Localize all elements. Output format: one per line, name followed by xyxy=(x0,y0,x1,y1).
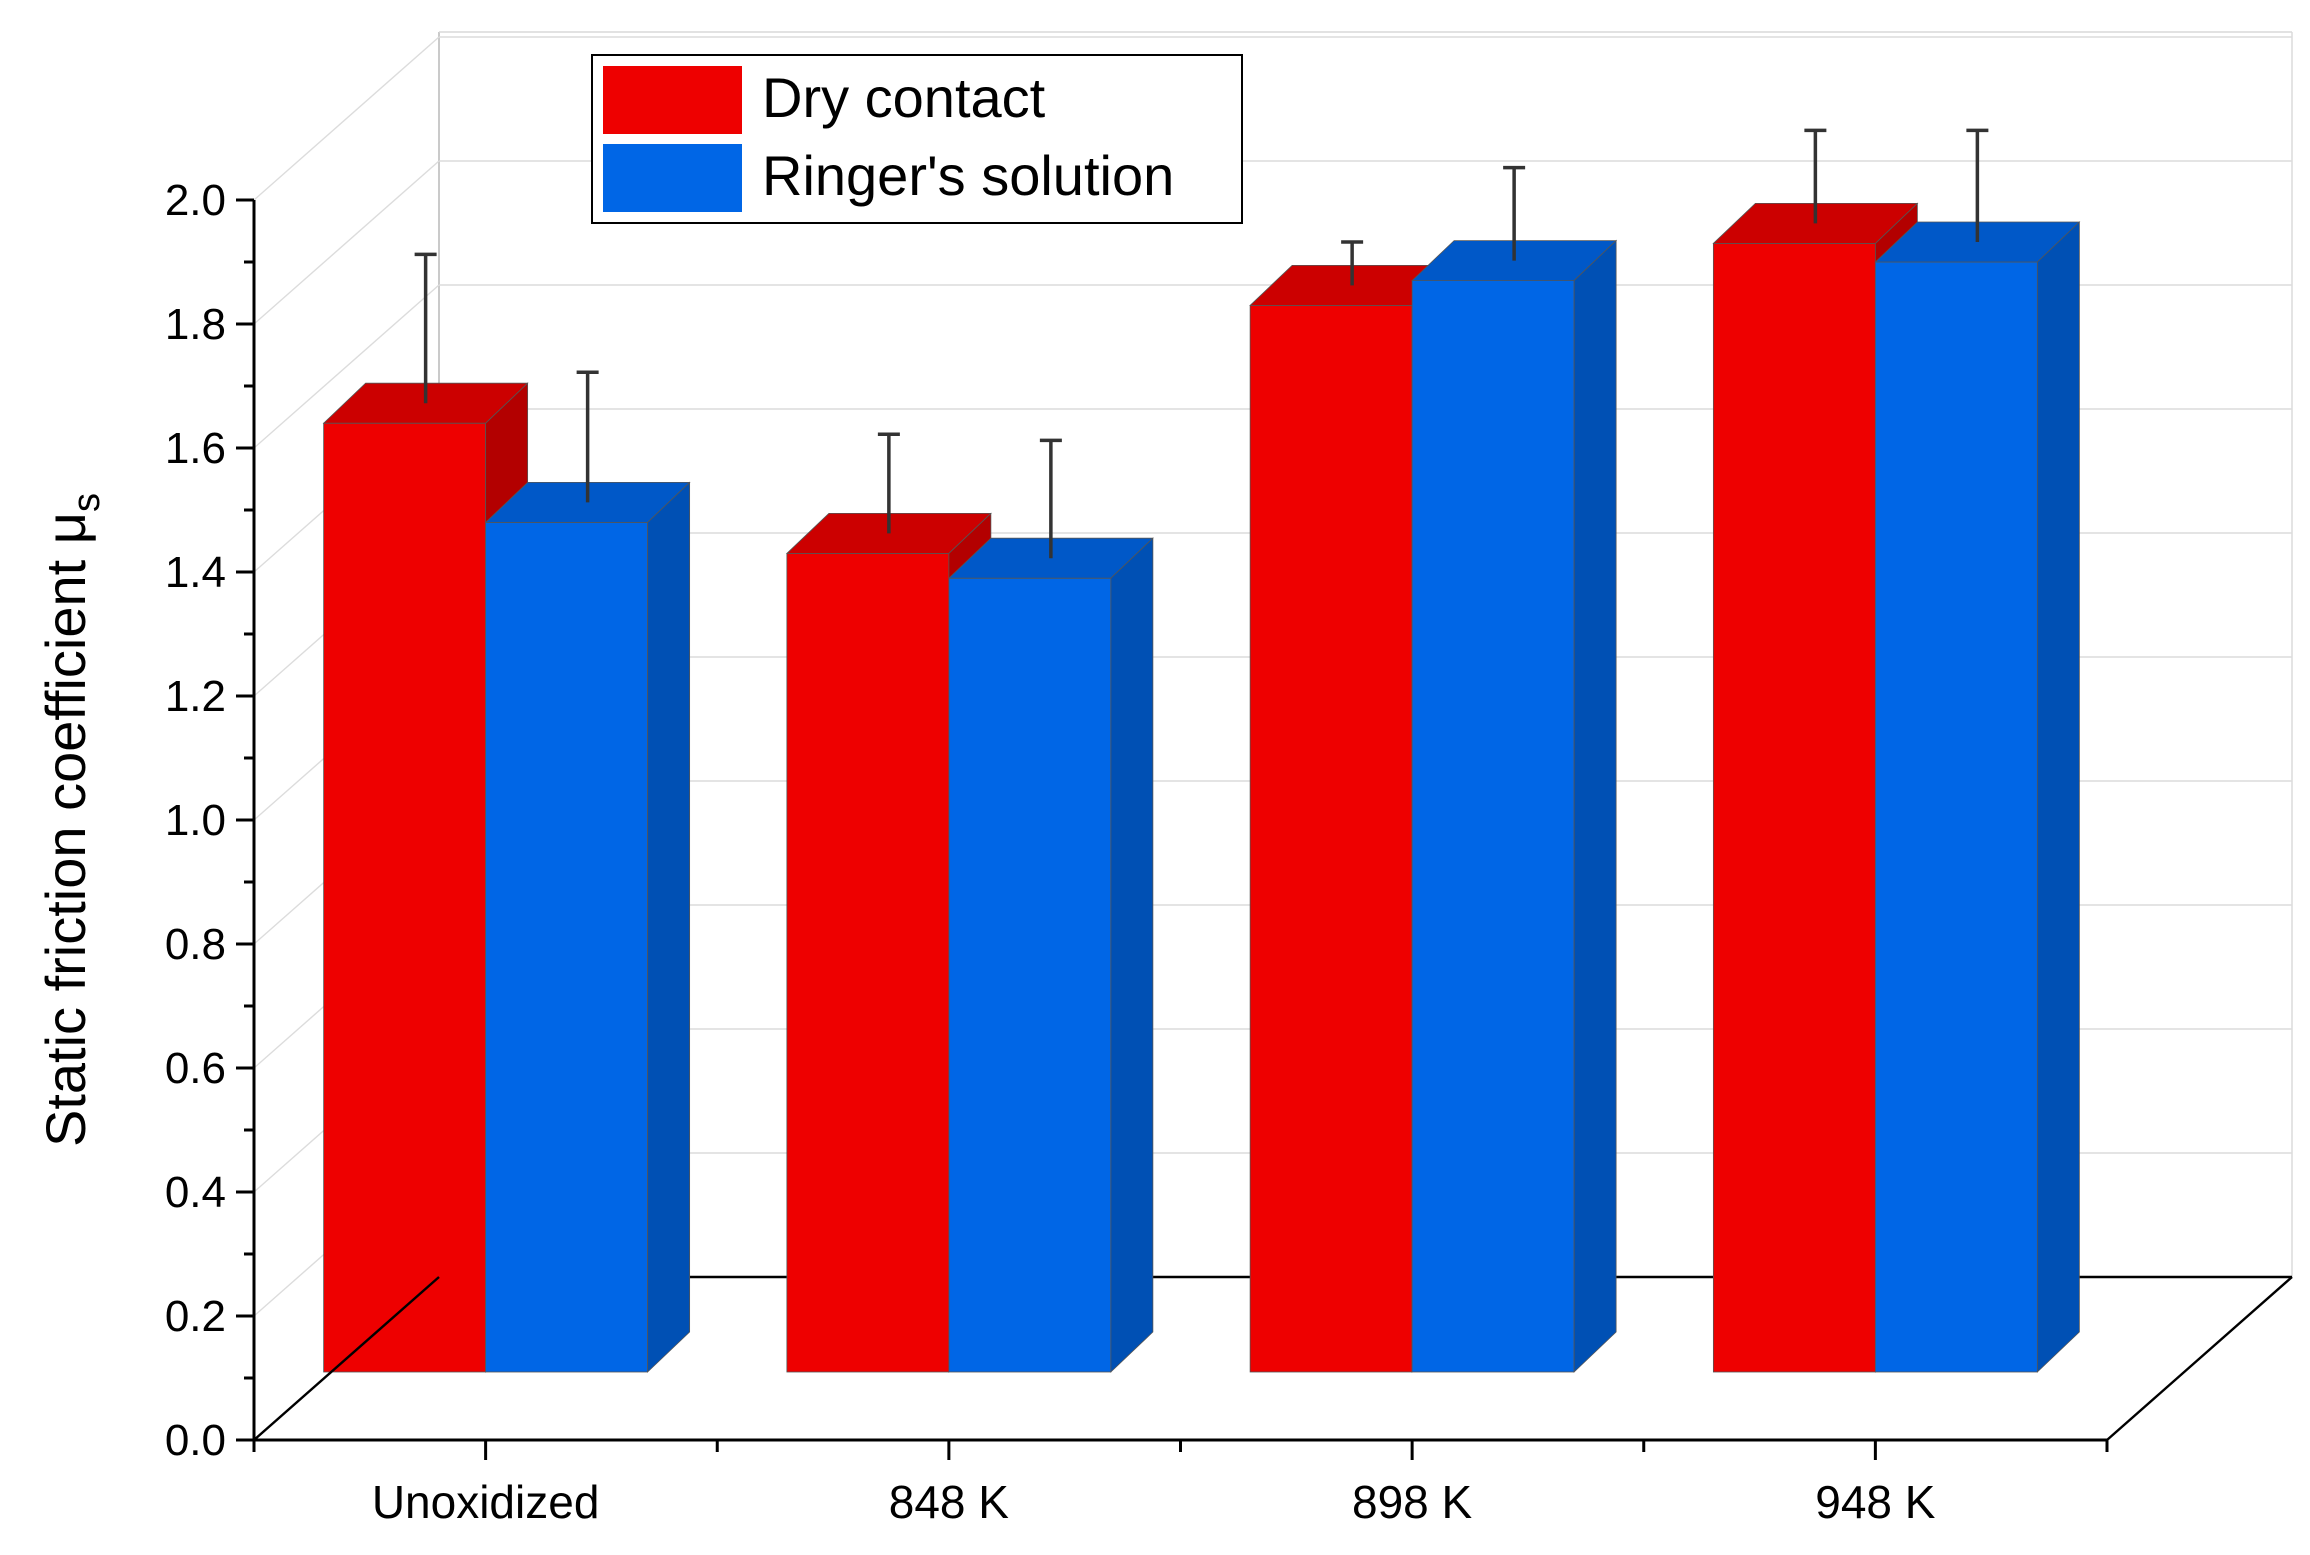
legend-swatch xyxy=(603,66,742,134)
bar-side xyxy=(647,481,691,1373)
legend-label: Ringer's solution xyxy=(762,144,1174,207)
y-axis-title: Static friction coefficient μs xyxy=(34,493,108,1147)
y-tick-label: 0.4 xyxy=(165,1168,226,1217)
y-tick-label: 1.4 xyxy=(165,548,226,597)
y-tick-label: 0.2 xyxy=(165,1292,226,1341)
legend: Dry contact Ringer's solution xyxy=(591,54,1243,224)
y-axis-title-subscript: s xyxy=(66,493,108,512)
bar-side xyxy=(1573,239,1617,1373)
gridline-side xyxy=(253,160,440,325)
bars xyxy=(322,128,2081,1373)
floor-left-edge xyxy=(253,1276,440,1441)
bar-front xyxy=(1874,261,2038,1373)
y-tick-label: 0.8 xyxy=(165,920,226,969)
axes: 0.0 0.2 0.4 0.6 0.8 1.0 1.2 1.4 1.6 1.8 2.0 Unoxidi… xyxy=(34,176,2109,1528)
gridline-side xyxy=(253,36,440,201)
x-tick-label: 848 K xyxy=(889,1476,1010,1528)
bar-front xyxy=(1249,304,1413,1373)
y-tick-label: 2.0 xyxy=(165,176,226,225)
y-tick-label: 1.8 xyxy=(165,300,226,349)
y-tick-label: 1.2 xyxy=(165,672,226,721)
bar-side xyxy=(2036,221,2080,1373)
bar-front xyxy=(1712,242,1876,1373)
x-tick-label: 948 K xyxy=(1815,1476,1936,1528)
y-tick-label: 0.0 xyxy=(165,1416,226,1465)
bar-side xyxy=(1110,537,1154,1373)
bar-front xyxy=(948,577,1112,1373)
x-tick-label: 898 K xyxy=(1352,1476,1473,1528)
bar-front xyxy=(323,422,487,1373)
y-tick-label: 1.0 xyxy=(165,796,226,845)
legend-swatch xyxy=(603,144,742,212)
y-tick-label: 1.6 xyxy=(165,424,226,473)
bar-front xyxy=(1411,280,1575,1373)
legend-label: Dry contact xyxy=(762,66,1046,129)
y-axis-title-main: Static friction coefficient μ xyxy=(34,512,97,1147)
gridline-side xyxy=(253,284,440,449)
floor-right-edge xyxy=(2106,1276,2293,1441)
y-tick-label: 0.6 xyxy=(165,1044,226,1093)
bar-front xyxy=(786,553,950,1373)
x-tick-label: Unoxidized xyxy=(372,1476,600,1528)
bar-front xyxy=(485,522,649,1373)
